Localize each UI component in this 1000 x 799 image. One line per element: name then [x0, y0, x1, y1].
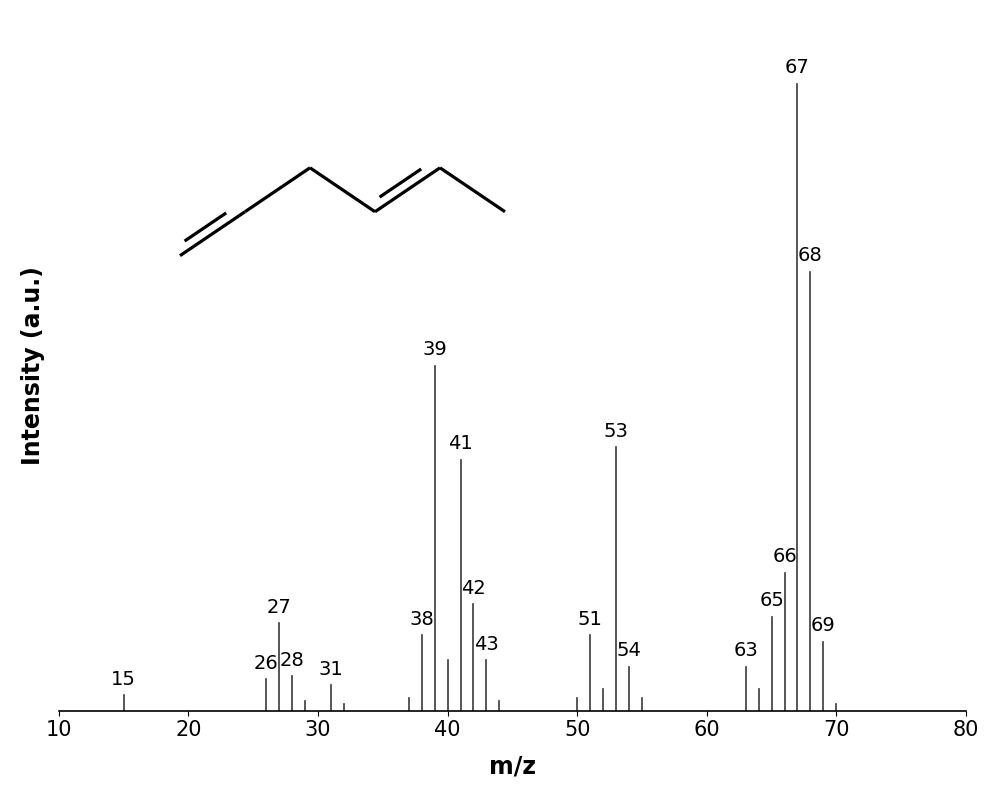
Text: 67: 67: [785, 58, 810, 78]
Text: 27: 27: [267, 598, 291, 617]
Text: 65: 65: [759, 591, 784, 610]
Text: 69: 69: [811, 616, 836, 635]
Text: 39: 39: [422, 340, 447, 360]
Text: 41: 41: [448, 435, 473, 454]
Text: 53: 53: [604, 422, 628, 441]
Text: 51: 51: [578, 610, 603, 629]
Text: 66: 66: [772, 547, 797, 566]
X-axis label: m/z: m/z: [489, 754, 536, 778]
Text: 31: 31: [319, 660, 343, 679]
Text: 15: 15: [111, 670, 136, 689]
Text: 28: 28: [280, 651, 304, 670]
Text: 38: 38: [409, 610, 434, 629]
Text: 42: 42: [461, 578, 486, 598]
Text: 43: 43: [474, 635, 499, 654]
Text: 54: 54: [617, 642, 641, 661]
Text: 68: 68: [798, 246, 823, 265]
Text: 63: 63: [733, 642, 758, 661]
Y-axis label: Intensity (a.u.): Intensity (a.u.): [21, 266, 45, 465]
Text: 26: 26: [254, 654, 278, 673]
